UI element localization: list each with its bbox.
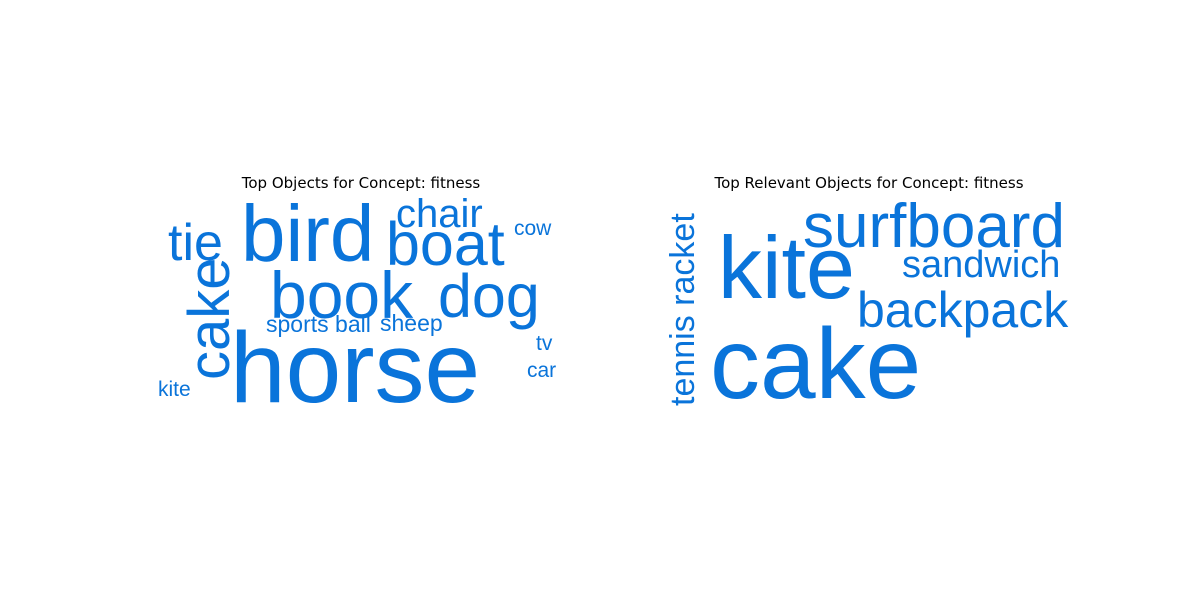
word-cake: cake [710, 308, 921, 420]
word-book: book [270, 258, 414, 332]
word-tie: tie [168, 214, 223, 272]
wordcloud-title-left: Top Objects for Concept: fitness [241, 174, 481, 192]
word-cow: cow [514, 217, 552, 240]
wordcloud-title-right: Top Relevant Objects for Concept: fitnes… [714, 174, 1024, 192]
word-tennis-racket: tennis racket [664, 213, 702, 406]
word-kite: kite [718, 218, 855, 317]
word-dog: dog [438, 262, 540, 330]
word-horse: horse [230, 312, 480, 424]
word-chair: chair [396, 192, 483, 236]
word-sandwich: sandwich [902, 244, 1060, 286]
word-sheep: sheep [380, 310, 443, 336]
word-cake: cake [177, 257, 242, 380]
word-car: car [527, 359, 556, 382]
word-surfboard: surfboard [803, 192, 1065, 261]
word-sports-ball: sports ball [266, 311, 371, 337]
word-backpack: backpack [857, 282, 1069, 338]
word-tv: tv [536, 332, 553, 355]
word-kite: kite [158, 378, 191, 401]
word-boat: boat [386, 210, 505, 278]
word-bird: bird [241, 189, 374, 278]
